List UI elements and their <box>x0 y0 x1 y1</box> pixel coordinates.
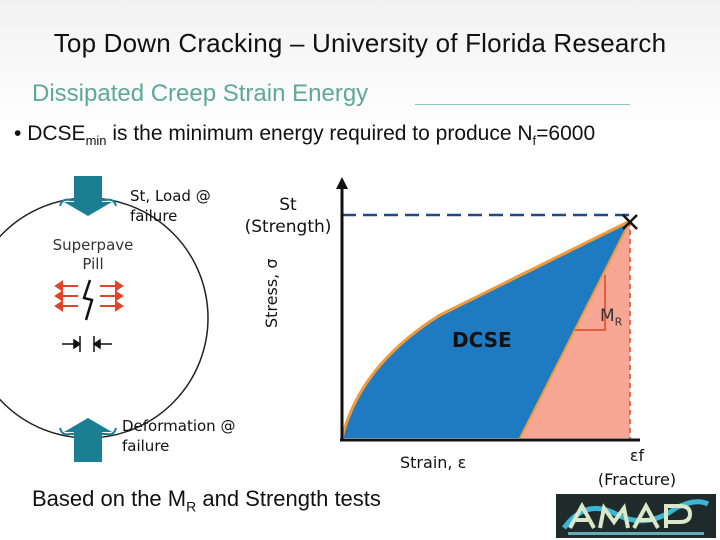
pill-label-line1: Superpave <box>52 236 134 254</box>
footnote-sub: R <box>186 498 197 515</box>
deformation-marker <box>62 336 112 352</box>
footnote-pre: Based on the M <box>32 486 187 511</box>
strength-label: St (Strength) <box>238 194 338 238</box>
load-at-failure-label: St, Load @ failure <box>130 186 250 226</box>
amap-logo-graphic <box>556 494 716 538</box>
deform-label-line1: Deformation @ <box>122 417 236 435</box>
bullet-text-mid: is the minimum energy required to produc… <box>106 122 533 145</box>
footnote-post: and Strength tests <box>196 486 381 511</box>
fracture-strain-label: εf (Fracture) <box>590 444 684 492</box>
fracture-label-line2: (Fracture) <box>597 470 677 489</box>
pill-label-line2: Pill <box>82 255 104 273</box>
bottom-load-arrow-shaft <box>74 432 102 462</box>
bullet-symbol: • <box>14 122 22 145</box>
modulus-slope-marker <box>575 275 606 331</box>
top-load-arrow-head <box>64 202 112 216</box>
mr-label-sub: R <box>614 315 623 329</box>
x-axis-label: Strain, ε <box>400 453 467 472</box>
load-label-line2: failure <box>130 207 178 225</box>
specimen-diagram <box>0 176 209 462</box>
crack-line <box>82 279 94 321</box>
fracture-label-line1: εf <box>629 446 645 465</box>
load-label-line1: St, Load @ <box>130 187 211 205</box>
amap-logo <box>556 494 716 538</box>
failure-point-marker <box>622 214 638 230</box>
dcse-area-label: DCSE <box>452 328 512 352</box>
pill-circle <box>0 197 209 439</box>
deform-label-line2: failure <box>122 437 170 455</box>
dcse-region <box>342 221 630 438</box>
deformation-at-failure-label: Deformation @ failure <box>122 416 272 456</box>
bullet-text-sub: min <box>85 133 107 149</box>
bullet-point: • DCSEmin is the minimum energy required… <box>14 122 595 148</box>
y-axis-label: Stress, σ <box>262 258 281 328</box>
bullet-text-post: =6000 <box>536 122 596 145</box>
y-axis-arrowhead <box>336 177 348 189</box>
subtitle: Dissipated Creep Strain Energy <box>32 80 369 107</box>
top-load-arrow-shaft <box>74 176 102 202</box>
bottom-loading-strip <box>59 427 117 436</box>
bullet-text-pre: DCSE <box>27 122 86 145</box>
mr-label-main: M <box>600 306 615 326</box>
tension-arrows-left <box>54 280 78 312</box>
strength-label-line1: St <box>279 195 297 215</box>
resilient-modulus-label: MR <box>600 306 622 328</box>
top-loading-strip <box>59 198 117 207</box>
footnote-text: Based on the MR and Strength tests <box>32 486 381 514</box>
stress-strain-graph <box>336 177 640 442</box>
superpave-pill-label: Superpave Pill <box>38 236 148 274</box>
subtitle-divider <box>415 104 630 105</box>
slide-title: Top Down Cracking – University of Florid… <box>53 28 667 58</box>
strength-label-line2: (Strength) <box>244 217 332 237</box>
stress-strain-curve <box>340 219 631 439</box>
bottom-load-arrow-head <box>64 418 112 432</box>
tension-arrows-right <box>100 280 124 312</box>
bullet-text-sub2: f <box>532 133 537 149</box>
